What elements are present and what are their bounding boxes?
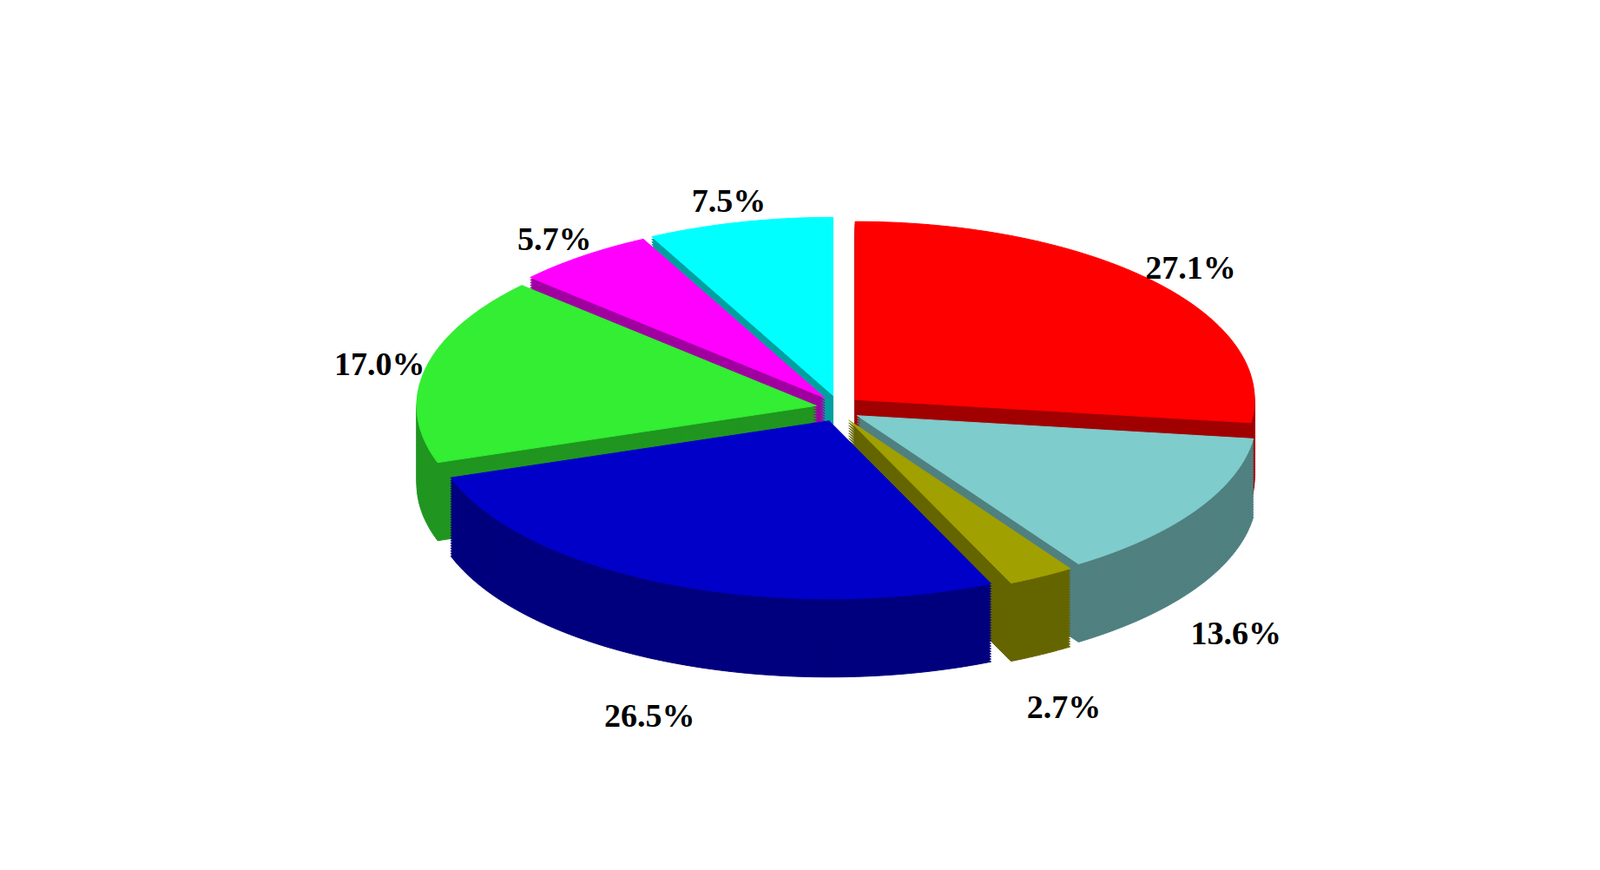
svg-text:7.5%: 7.5%: [691, 182, 767, 219]
svg-text:2.7%: 2.7%: [1027, 688, 1102, 725]
svg-text:17.0%: 17.0%: [334, 345, 426, 382]
svg-text:13.6%: 13.6%: [1191, 614, 1283, 652]
svg-text:26.5%: 26.5%: [604, 697, 696, 734]
svg-text:27.1%: 27.1%: [1145, 249, 1237, 286]
svg-text:5.7%: 5.7%: [517, 220, 593, 257]
